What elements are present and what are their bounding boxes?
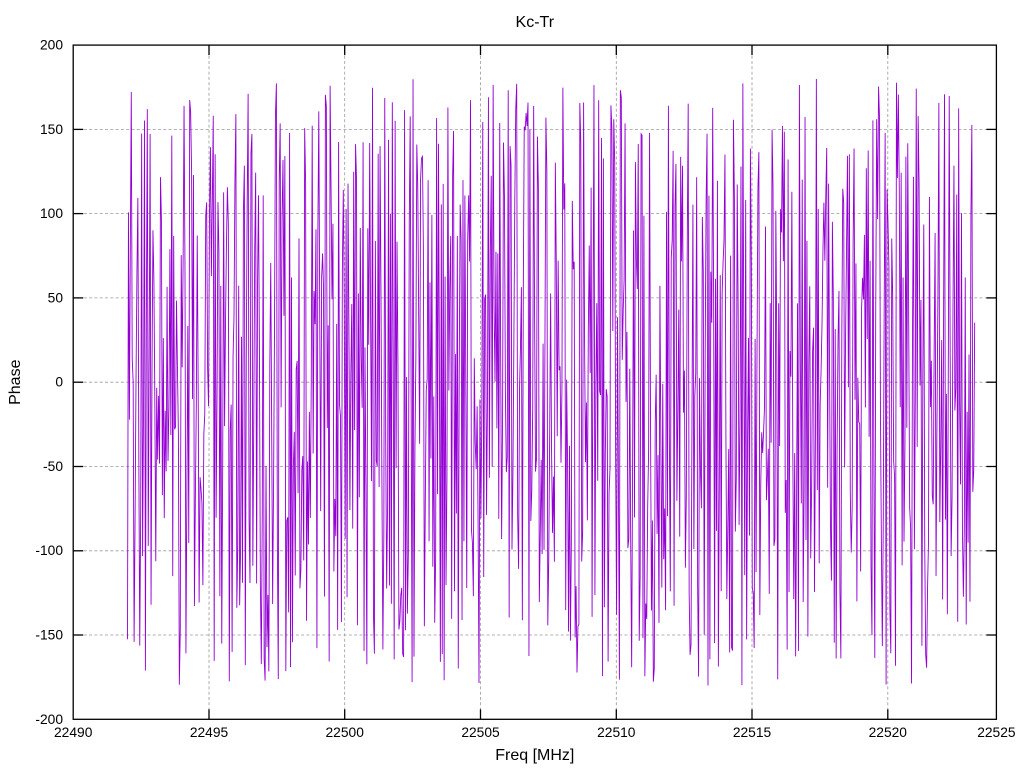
svg-text:Freq [MHz]: Freq [MHz]: [495, 747, 574, 764]
svg-text:22525: 22525: [977, 725, 1016, 740]
svg-text:Kc-Tr: Kc-Tr: [516, 14, 555, 31]
svg-text:-100: -100: [35, 543, 63, 558]
svg-text:22515: 22515: [733, 725, 772, 740]
svg-text:0: 0: [55, 375, 63, 390]
svg-text:-150: -150: [35, 628, 63, 643]
svg-text:22500: 22500: [326, 725, 365, 740]
svg-text:50: 50: [48, 290, 64, 305]
svg-text:-200: -200: [35, 712, 63, 727]
svg-text:100: 100: [40, 206, 63, 221]
svg-text:200: 200: [40, 38, 63, 53]
svg-text:-50: -50: [43, 459, 63, 474]
svg-text:150: 150: [40, 122, 63, 137]
svg-text:22510: 22510: [597, 725, 636, 740]
svg-text:22490: 22490: [54, 725, 93, 740]
svg-text:22505: 22505: [461, 725, 500, 740]
svg-text:Phase: Phase: [7, 359, 24, 404]
svg-text:22495: 22495: [190, 725, 229, 740]
svg-text:22520: 22520: [869, 725, 908, 740]
